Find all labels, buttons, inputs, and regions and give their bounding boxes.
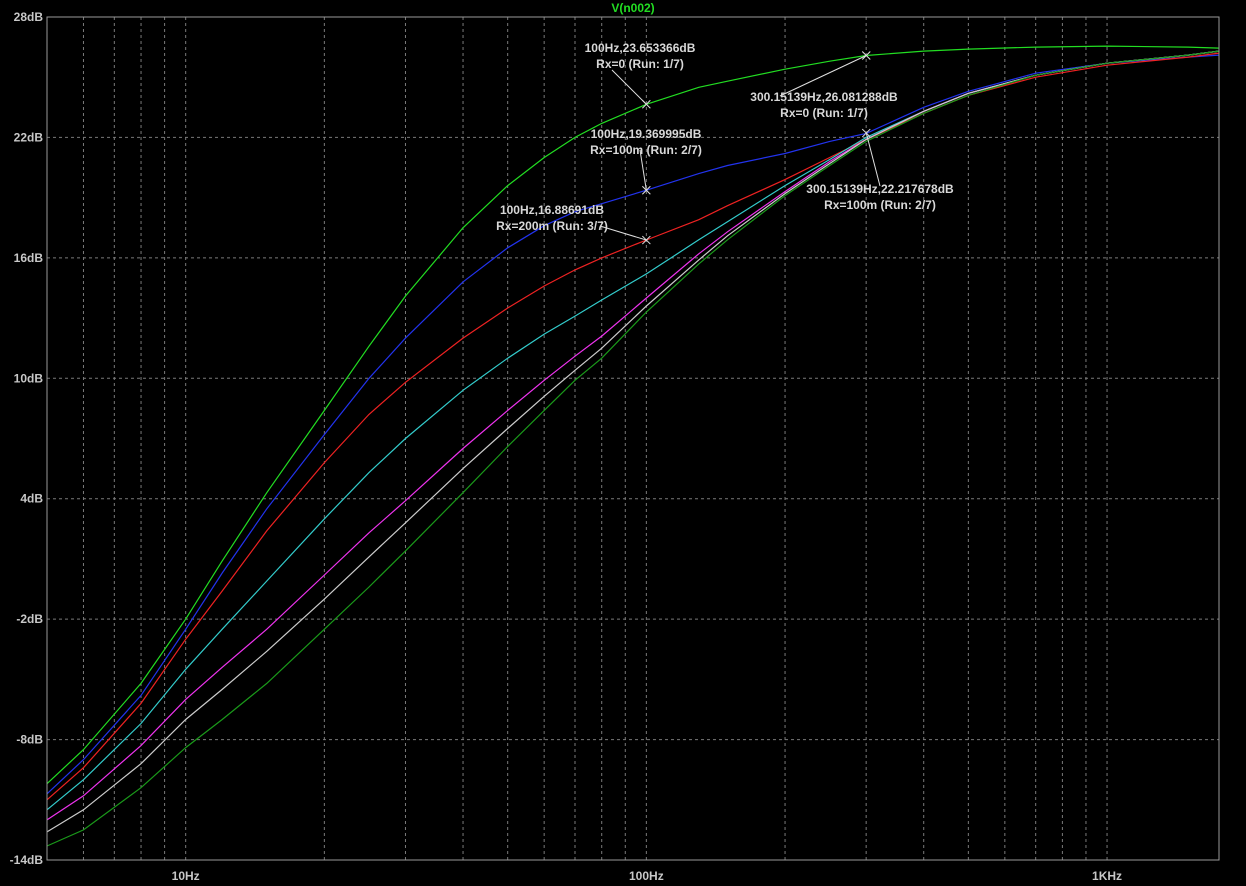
annotation-leader bbox=[779, 55, 867, 97]
x-tick-label: 10Hz bbox=[172, 869, 200, 883]
x-tick-label: 100Hz bbox=[629, 869, 664, 883]
annotations: 100Hz,23.653366dB Rx=0 (Run: 1/7) 300.1513… bbox=[496, 41, 954, 245]
series-line-2 bbox=[46, 54, 1220, 795]
series-line-6 bbox=[46, 50, 1220, 833]
series-line-1 bbox=[46, 45, 1220, 785]
series-line-5 bbox=[46, 50, 1220, 821]
x-axis-ticks: 10Hz 100Hz 1KHz bbox=[172, 869, 1122, 883]
annotation-run: Rx=100m (Run: 2/7) bbox=[590, 143, 702, 157]
y-tick-label: 28dB bbox=[14, 10, 44, 24]
y-tick-label: 10dB bbox=[14, 371, 44, 385]
y-tick-label: 16dB bbox=[14, 251, 44, 265]
annotation-run: Rx=100m (Run: 2/7) bbox=[824, 198, 936, 212]
marker-cross bbox=[861, 128, 871, 138]
y-tick-label: -2dB bbox=[16, 612, 43, 626]
y-tick-label: -14dB bbox=[10, 853, 44, 867]
y-axis-ticks: 28dB 22dB 16dB 10dB 4dB -2dB -8dB -14dB bbox=[10, 10, 44, 867]
grid bbox=[47, 17, 1219, 860]
y-tick-label: -8dB bbox=[16, 733, 43, 747]
annotation-value: 100Hz,16.88691dB bbox=[500, 203, 604, 217]
annotation-leader bbox=[865, 132, 881, 187]
annotation-value: 100Hz,23.653366dB bbox=[585, 41, 696, 55]
annotation-value: 300.15139Hz,26.081288dB bbox=[750, 90, 898, 104]
annotation-value: 100Hz,19.369995dB bbox=[591, 127, 702, 141]
marker-cross bbox=[642, 235, 651, 245]
annotation-leader bbox=[599, 225, 647, 241]
y-tick-label: 22dB bbox=[14, 130, 44, 144]
chart-title: V(n002) bbox=[611, 1, 654, 15]
series-line-4 bbox=[46, 50, 1220, 811]
y-tick-label: 4dB bbox=[20, 492, 43, 506]
annotation-leader bbox=[639, 149, 647, 191]
annotation-run: Rx=0 (Run: 1/7) bbox=[780, 106, 868, 120]
annotation-value: 300.15139Hz,22.217678dB bbox=[806, 182, 954, 196]
series-line-7 bbox=[46, 50, 1220, 847]
annotation-run: Rx=0 (Run: 1/7) bbox=[596, 57, 684, 71]
marker-cross bbox=[861, 51, 871, 60]
curves bbox=[46, 45, 1220, 847]
plot-frame bbox=[46, 16, 1220, 861]
marker-cross bbox=[642, 185, 651, 195]
annotation-leader bbox=[611, 69, 647, 105]
series-line-3 bbox=[46, 52, 1220, 801]
marker-cross bbox=[642, 99, 651, 109]
x-tick-label: 1KHz bbox=[1092, 869, 1122, 883]
annotation-run: Rx=200m (Run: 3/7) bbox=[496, 219, 608, 233]
